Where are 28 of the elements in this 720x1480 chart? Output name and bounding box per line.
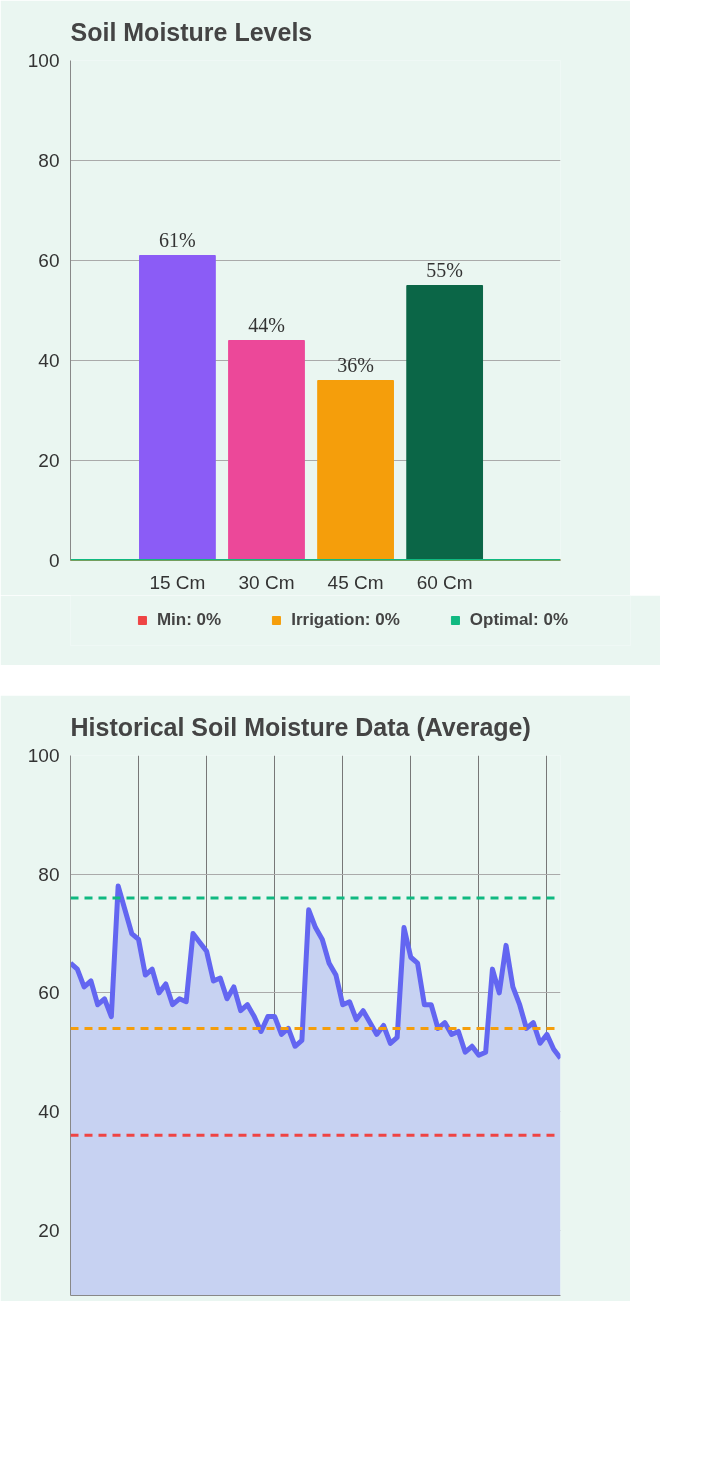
bar [139, 255, 216, 561]
y-tick-label: 100 [27, 50, 60, 71]
bar [228, 340, 305, 561]
y-tick-label: 20 [38, 450, 60, 471]
x-tick-label: 30 Cm [238, 571, 295, 593]
data-label: 44% [248, 313, 285, 336]
y-tick-label: 40 [38, 1101, 60, 1123]
y-tick-label: 80 [38, 863, 60, 885]
legend-label: Optimal: 0% [469, 610, 569, 630]
x-tick-label: 60 Cm [416, 571, 473, 593]
data-label: 61% [159, 228, 196, 251]
y-tick-label: 40 [38, 350, 60, 371]
data-label: 36% [337, 353, 374, 376]
bar [406, 285, 484, 561]
legend-label: Irrigation: 0% [291, 610, 400, 630]
y-tick-label: 100 [27, 745, 60, 766]
x-tick-label: 45 Cm [327, 571, 384, 593]
data-label: 55% [426, 258, 464, 281]
x-tick-label: 15 Cm [149, 571, 206, 593]
y-tick-label: 60 [38, 982, 60, 1004]
bar [317, 380, 394, 561]
y-tick-label: 80 [38, 150, 60, 171]
chart-title: Historical Soil Moisture Data (Average) [70, 712, 531, 741]
chart-title: Soil Moisture Levels [70, 17, 313, 46]
legend-label: Min: 0% [156, 610, 222, 630]
y-tick-label: 60 [38, 250, 60, 271]
y-tick-label: 20 [38, 1219, 60, 1241]
y-tick-label: 0 [48, 550, 60, 571]
